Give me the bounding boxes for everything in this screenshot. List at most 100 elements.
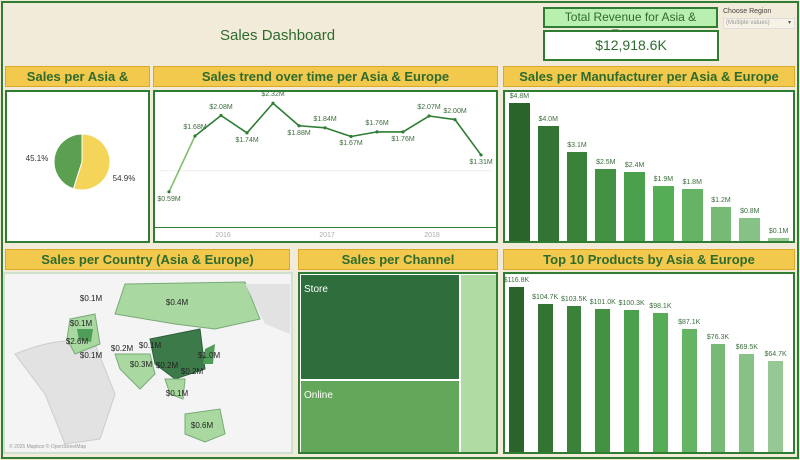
channel-title: Sales per Channel [298,249,498,270]
bar[interactable] [710,206,732,241]
trend-line-segment [428,115,456,121]
pie-slice[interactable] [53,133,83,190]
bar[interactable] [566,305,582,452]
bar[interactable] [681,189,703,241]
trend-point[interactable] [245,131,249,135]
bar[interactable] [710,344,726,452]
bar[interactable] [509,287,524,452]
treemap-other[interactable] [461,275,496,452]
bar[interactable] [681,328,697,452]
country-sales-label: $0.4M [165,298,189,307]
country-sales-label: $0.2M [110,344,134,353]
bar[interactable] [537,304,553,452]
trend-point[interactable] [193,134,197,138]
trend-point[interactable] [167,190,171,194]
trend-data-label: $1.74M [235,136,259,144]
trend-line-segment [168,135,196,193]
bar[interactable] [739,218,761,241]
manufacturer-panel: $4.8M $4.0M $3.1M $2.5M $2.4M $1.9M $1.8M $1.2M… [503,90,795,243]
trend-data-label: $1.84M [313,115,337,123]
trend-data-label: $2.07M [417,104,441,112]
pie-label-green: 45.1% [25,154,49,163]
trend-data-label: $1.68M [183,123,207,131]
bar-data-label: $2.5M [596,159,616,167]
trend-title: Sales trend over time per Asia & Europe [153,66,498,87]
bar[interactable] [624,310,639,452]
trend-point[interactable] [427,114,431,118]
trend-line-segment [272,102,300,127]
products-title: Top 10 Products by Asia & Europe [503,249,795,270]
pie-title: Sales per Asia & Europe [5,66,150,104]
trend-point[interactable] [349,134,353,139]
bar-data-label: $64.7K [764,350,787,358]
country-sales-label: $0.1M [79,294,103,303]
trend-data-label: $2.00M [443,107,467,115]
trend-point[interactable] [479,153,483,157]
bar-data-label: $98.1K [649,303,672,311]
country-map-panel[interactable]: $0.1M $0.4M $0.1M $2.6M $0.1M $0.2M $0.1M $1.0M… [3,272,293,454]
products-panel: $116.8K $104.7K $103.5K $101.0K $100.3K $98.1… [503,272,795,454]
bar-data-label: $2.4M [624,162,645,169]
bar-data-label: $3.1M [567,141,587,149]
bar[interactable] [595,169,617,241]
channel-label-store: Store [304,284,328,295]
manufacturer-title: Sales per Manufacturer per Asia & Europe [503,66,795,87]
bar[interactable] [566,151,588,241]
treemap-online[interactable]: Online [301,381,459,452]
bar[interactable] [595,309,611,452]
bar-data-label: $0.8M [740,208,760,215]
kpi-value: $12,918.6K [543,30,719,61]
bar[interactable] [653,313,668,452]
bar[interactable] [624,172,645,241]
trend-line-segment [324,127,352,138]
trend-point[interactable] [401,130,405,134]
bar-data-label: $1.2M [711,196,731,204]
bar-data-label: $4.8M [509,93,530,100]
trend-panel: $0.59M $1.68M $2.08M $1.74M $2.32M $1.88M $1.8… [153,90,498,243]
trend-line-segment [454,119,482,156]
chevron-down-icon: ▾ [787,20,791,26]
country-sales-label: $0.1M [79,351,103,360]
pie-slice[interactable] [72,133,111,191]
country-sales-label: $0.3M [129,360,153,369]
trend-point[interactable] [323,126,327,130]
trend-point[interactable] [453,118,457,122]
bar[interactable] [739,353,755,452]
trend-line-segment [350,131,378,138]
bar[interactable] [537,126,559,241]
trend-point[interactable] [219,113,223,118]
trend-line-segment [402,115,430,133]
trend-data-label: $1.76M [391,135,415,143]
trend-point[interactable] [271,101,275,105]
bar-data-label: $103.5K [560,295,588,303]
bar[interactable] [509,103,530,241]
country-sales-label: $0.2M [155,361,179,370]
trend-data-label: $2.08M [209,103,233,111]
country-sales-label: $0.6M [190,421,214,430]
pie-chart [53,133,111,191]
trend-line-segment [246,102,274,134]
region-filter-dropdown[interactable]: (Multiple values) ▾ [723,18,795,29]
trend-line-chart [160,101,491,194]
bar[interactable] [768,238,789,241]
trend-point[interactable] [375,130,379,134]
country-title: Sales per Country (Asia & Europe) [5,249,290,270]
bar[interactable] [768,360,783,452]
bar[interactable] [653,186,674,241]
bar-data-label: $76.3K [706,334,730,342]
bar-data-label: $1.9M [653,176,674,184]
trend-point[interactable] [297,124,301,128]
treemap-store[interactable]: Store [301,275,459,379]
bar-data-label: $100.3K [618,300,645,308]
pie-panel: 45.1% 54.9% [5,90,150,243]
world-map[interactable] [5,274,291,452]
channel-panel: Store Online [298,272,498,454]
map-attribution: © 2025 Mapbox © OpenStreetMap [9,444,87,450]
trend-line-segment [220,114,248,134]
bar-data-label: $1.8M [682,179,702,187]
trend-data-label: $1.88M [287,129,311,137]
bar-data-label: $87.1K [678,318,701,326]
bar-data-label: $4.0M [538,116,558,123]
country-sales-label: $2.6M [65,337,89,346]
